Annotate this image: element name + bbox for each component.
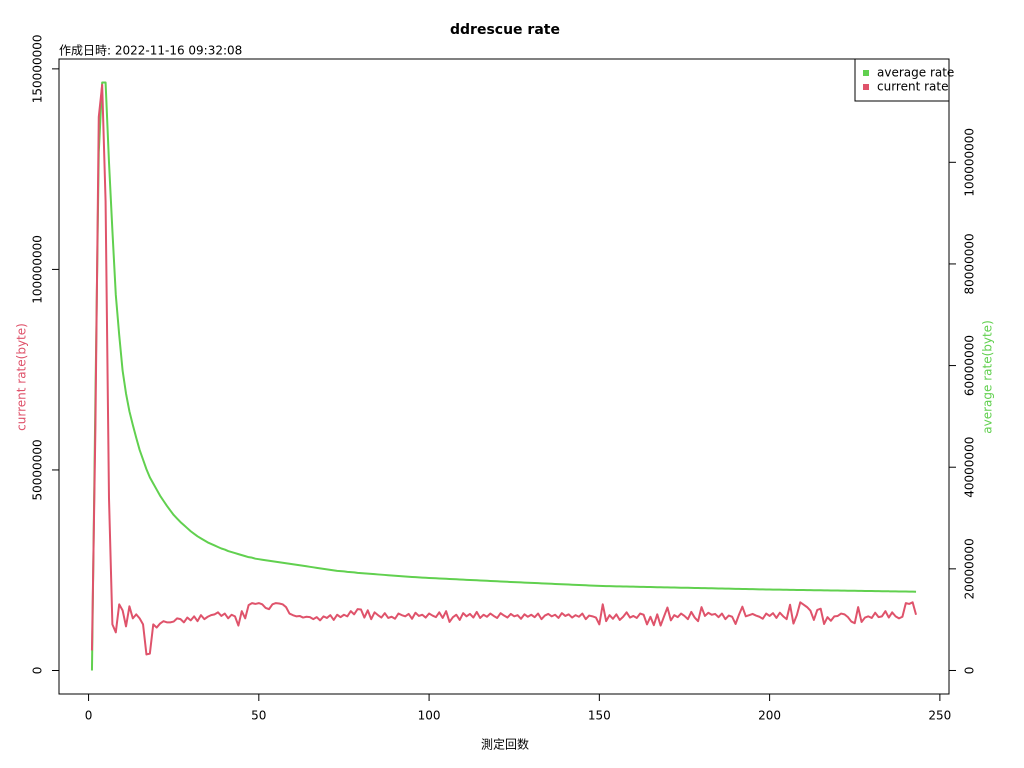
legend-label: current rate bbox=[877, 80, 948, 94]
x-tick-label: 100 bbox=[418, 709, 441, 723]
chart-title: ddrescue rate bbox=[450, 22, 560, 38]
x-tick-label: 150 bbox=[588, 709, 611, 723]
y2-axis-label: average rate(byte) bbox=[981, 320, 995, 433]
y2-tick-label: 100000000 bbox=[963, 128, 977, 197]
y2-tick-label: 80000000 bbox=[963, 233, 977, 294]
y-tick-label: 100000000 bbox=[31, 235, 45, 304]
x-axis-label: 測定回数 bbox=[481, 737, 529, 752]
series-line bbox=[90, 83, 918, 656]
legend-swatch bbox=[863, 70, 869, 76]
y2-tick-label: 40000000 bbox=[963, 437, 977, 498]
y-axis-label: current rate(byte) bbox=[15, 323, 29, 431]
x-tick-label: 0 bbox=[85, 709, 93, 723]
legend-swatch bbox=[863, 84, 869, 90]
series-line bbox=[90, 81, 917, 671]
legend-box bbox=[854, 58, 950, 102]
y2-tick-label: 60000000 bbox=[963, 335, 977, 396]
y2-tick-label: 0 bbox=[963, 667, 977, 675]
x-tick-label: 250 bbox=[928, 709, 951, 723]
subtitle: 作成日時: 2022-11-16 09:32:08 bbox=[59, 44, 242, 58]
legend-label: average rate bbox=[877, 66, 954, 80]
y2-tick-label: 20000000 bbox=[963, 538, 977, 599]
y-tick-label: 50000000 bbox=[31, 439, 45, 500]
x-tick-label: 50 bbox=[251, 709, 266, 723]
x-tick-label: 200 bbox=[758, 709, 781, 723]
y-tick-label: 0 bbox=[31, 667, 45, 675]
plot-frame bbox=[58, 58, 950, 695]
y-tick-label: 150000000 bbox=[31, 35, 45, 104]
